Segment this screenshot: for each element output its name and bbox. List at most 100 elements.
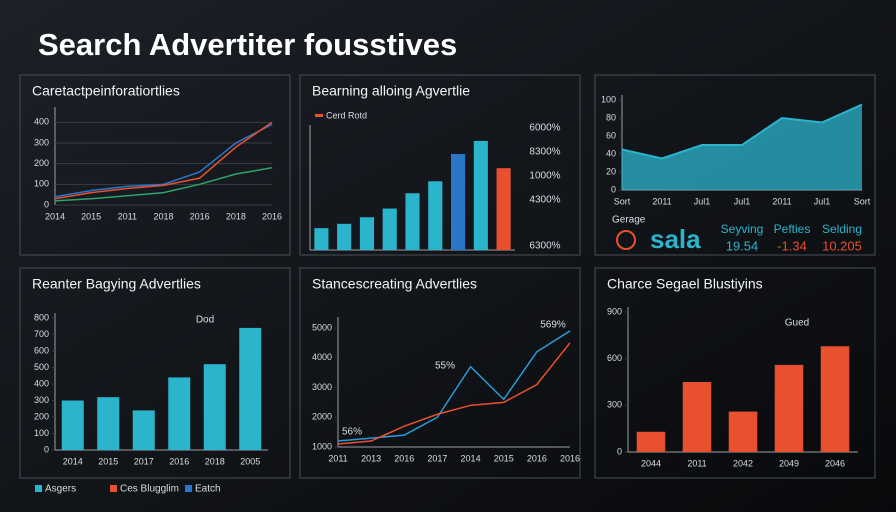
panel	[299, 267, 581, 479]
legend-swatch	[110, 485, 117, 492]
bar	[337, 223, 352, 250]
bar	[774, 364, 804, 452]
y-tick-label: 5000	[312, 322, 332, 332]
bar	[203, 364, 226, 450]
x-tick-label: 2011	[687, 458, 706, 468]
bar	[132, 410, 155, 450]
x-tick-label: 2011	[328, 453, 347, 463]
x-tick-label: 2049	[779, 458, 799, 468]
bar	[450, 154, 466, 250]
x-tick-label: 2018	[226, 211, 246, 221]
y-tick-label: 200	[34, 411, 49, 421]
bar	[728, 411, 758, 452]
area-line	[621, 103, 863, 160]
panel-title: Bearning alloing Agvertlie	[312, 83, 470, 99]
y-tick-label: 300	[607, 400, 622, 410]
bar	[820, 346, 850, 452]
kpi-item-label: Pefties	[774, 222, 811, 236]
panel	[594, 267, 876, 479]
annotation: 569%	[540, 320, 566, 331]
y-tick-label: 600	[607, 353, 622, 363]
y-tick-label: 500	[34, 362, 49, 372]
x-tick-label: 2016	[560, 453, 580, 463]
y-tick-label: 400	[34, 117, 49, 127]
x-tick-label: 2011	[652, 196, 671, 206]
x-tick-label: 2011	[118, 211, 137, 221]
legend-swatch	[185, 485, 192, 492]
x-tick-label: 2018	[205, 456, 225, 466]
y-tick-label: 20	[606, 166, 616, 176]
x-tick-label: 2016	[394, 453, 414, 463]
y-tick-label: 800	[34, 312, 49, 322]
bar	[428, 181, 443, 250]
bar	[239, 327, 262, 450]
x-tick-label: 2016	[190, 211, 210, 221]
y-tick-label: 0	[617, 446, 622, 456]
x-tick-label: 2014	[63, 456, 83, 466]
y-tick-label: 100	[34, 179, 49, 189]
line-series	[337, 330, 571, 442]
panel-title: Caretactpeinforatiortlies	[32, 83, 180, 99]
x-tick-label: 2042	[733, 458, 753, 468]
y-tick-label: 0	[44, 199, 49, 209]
y-tick-label: 60	[606, 130, 616, 140]
x-tick-label: Jul1	[814, 196, 831, 206]
panel	[19, 267, 291, 479]
area-fill	[622, 104, 862, 190]
legend-label: Ces Blugglim	[120, 484, 179, 495]
line-series	[337, 342, 571, 445]
annotation: Dod	[196, 315, 214, 326]
annotation: 56%	[342, 427, 362, 438]
legend-swatch	[35, 485, 42, 492]
y-tick-label: 0	[611, 184, 616, 194]
y-tick-label: 1000	[312, 441, 332, 451]
line-series	[54, 121, 273, 200]
y-tick-label: 0	[44, 444, 49, 454]
x-tick-label: 2046	[825, 458, 845, 468]
bar	[61, 400, 84, 450]
y-tick-label: 300	[34, 395, 49, 405]
annotation: 6300%	[529, 241, 560, 252]
bar	[473, 140, 488, 250]
panel-title: Stancescreating Advertlies	[312, 276, 477, 292]
page-title: Search Advertiter fousstives	[38, 27, 457, 62]
panel-title: Charce Segael Blustiyins	[607, 276, 763, 292]
annotation: 8300%	[529, 147, 560, 158]
bar	[359, 217, 375, 250]
x-tick-label: 2015	[81, 211, 101, 221]
bar	[168, 377, 191, 450]
y-tick-label: 40	[606, 148, 616, 158]
y-tick-label: 400	[34, 378, 49, 388]
x-tick-label: 2015	[494, 453, 514, 463]
kpi-label: Gerage	[612, 215, 646, 226]
bar	[682, 382, 712, 452]
bar	[314, 228, 329, 250]
x-tick-label: 2016	[169, 456, 189, 466]
x-tick-label: Sort	[854, 196, 871, 206]
kpi-item-label: Seyving	[721, 222, 764, 236]
panel	[299, 74, 581, 256]
y-tick-label: 200	[34, 158, 49, 168]
y-tick-label: 2000	[312, 412, 332, 422]
annotation: 6000%	[529, 123, 560, 134]
line-series	[54, 123, 273, 198]
x-tick-label: Jul1	[734, 196, 751, 206]
legend-label: Cerd Rotd	[326, 110, 367, 120]
y-tick-label: 600	[34, 345, 49, 355]
annotation: 4300%	[529, 195, 560, 206]
kpi-item-label: Selding	[822, 222, 862, 236]
y-tick-label: 700	[34, 329, 49, 339]
x-tick-label: 2016	[527, 453, 547, 463]
x-tick-label: 2014	[461, 453, 481, 463]
kpi-icon	[616, 230, 636, 250]
x-tick-label: 2017	[427, 453, 447, 463]
panel	[594, 74, 876, 256]
kpi-item-value: 10.205	[822, 238, 862, 253]
bar	[405, 193, 420, 250]
x-tick-label: Jul1	[694, 196, 711, 206]
y-tick-label: 3000	[312, 382, 332, 392]
legend-swatch	[315, 114, 323, 117]
legend-label: Asgers	[45, 484, 76, 495]
y-tick-label: 300	[34, 137, 49, 147]
